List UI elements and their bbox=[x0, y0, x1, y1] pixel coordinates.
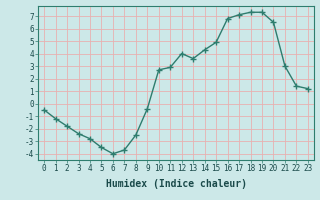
X-axis label: Humidex (Indice chaleur): Humidex (Indice chaleur) bbox=[106, 179, 246, 189]
